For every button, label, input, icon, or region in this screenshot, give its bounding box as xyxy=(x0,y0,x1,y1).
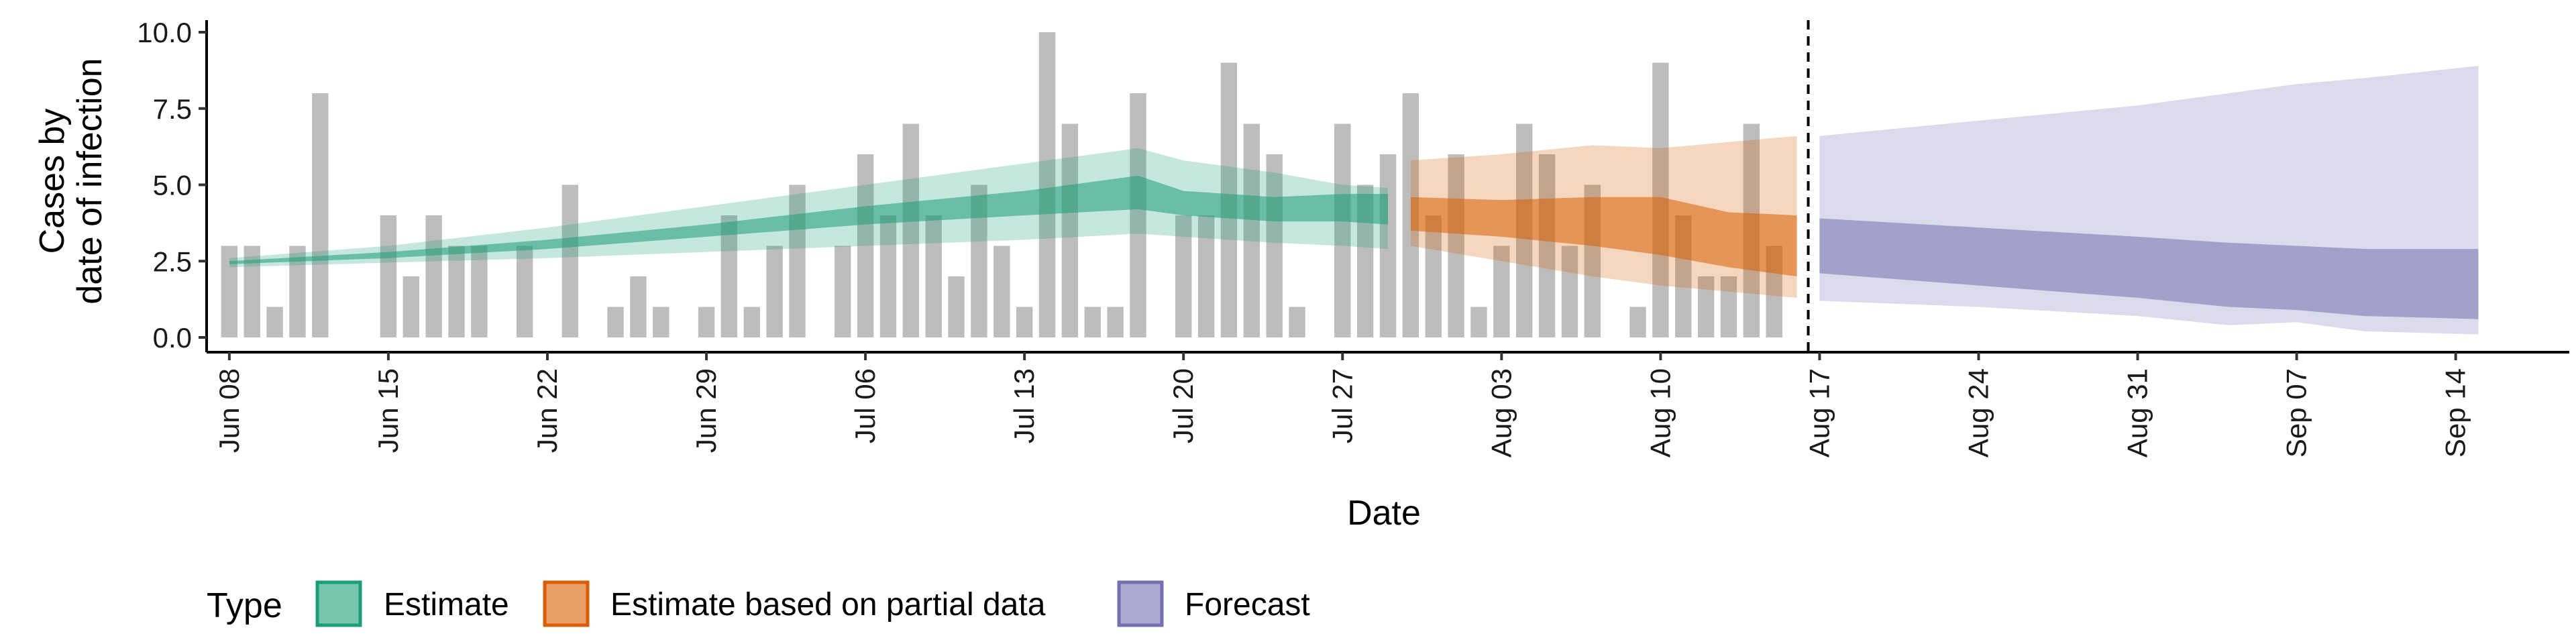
x-axis-ticks: Jun 08 Jun 15 Jun 22 Jun 29 Jul 06 Jul 13 Jul … xyxy=(213,352,2471,458)
x-tick-label: Jul 13 xyxy=(1008,368,1040,443)
x-tick-label: Jun 15 xyxy=(372,368,404,453)
y-axis-title-line-1: Cases by xyxy=(33,109,72,254)
case-bar xyxy=(266,307,283,337)
case-bar xyxy=(948,276,965,337)
x-tick-label: Sep 14 xyxy=(2440,368,2471,458)
case-bar xyxy=(1425,215,1442,337)
x-tick-label: Jul 20 xyxy=(1167,368,1199,443)
x-tick-label: Aug 10 xyxy=(1644,368,1676,458)
case-bar xyxy=(789,184,806,337)
y-axis-title: Cases by date of infection xyxy=(33,58,109,304)
case-bar xyxy=(561,184,579,337)
case-bar xyxy=(1016,307,1033,337)
legend-key-estimate xyxy=(315,580,362,627)
case-bar xyxy=(1084,307,1101,337)
case-bar xyxy=(1334,123,1351,337)
estimate-band-90 xyxy=(229,148,1388,268)
case-bar xyxy=(630,276,647,337)
case-bar xyxy=(653,307,669,337)
legend: Type Estimate Estimate based on partial … xyxy=(207,580,1310,627)
case-bar xyxy=(925,215,942,337)
case-bar xyxy=(448,246,465,337)
x-tick-label: Jul 06 xyxy=(849,368,881,443)
case-bar xyxy=(516,246,533,337)
y-tick-label: 5.0 xyxy=(153,170,192,201)
case-bar xyxy=(1470,307,1487,337)
case-bar xyxy=(1448,154,1464,337)
case-bar xyxy=(1038,32,1056,337)
x-tick-label: Jun 08 xyxy=(213,368,245,453)
case-bar xyxy=(1629,307,1646,337)
case-bar xyxy=(1107,307,1124,337)
case-bar xyxy=(471,246,488,337)
case-bar xyxy=(1197,215,1215,337)
y-axis-ticks: 0.0 2.5 5.0 7.5 10.0 xyxy=(137,17,207,354)
case-bar xyxy=(402,276,419,337)
x-tick-label: Jun 22 xyxy=(531,368,563,453)
partial-band-50 xyxy=(1410,197,1797,276)
legend-label-estimate: Estimate xyxy=(384,587,509,623)
x-tick-label: Sep 07 xyxy=(2281,368,2312,458)
case-bar xyxy=(1130,93,1146,337)
case-bar xyxy=(879,215,897,337)
x-tick-label: Aug 03 xyxy=(1485,368,1517,458)
case-bar xyxy=(1697,276,1715,337)
case-bar xyxy=(1379,154,1397,337)
legend-key-partial xyxy=(543,580,590,627)
x-tick-label: Jun 29 xyxy=(690,368,722,453)
y-tick-label: 10.0 xyxy=(137,17,192,48)
y-tick-label: 0.0 xyxy=(153,322,192,354)
case-bar xyxy=(1720,276,1737,337)
y-tick-label: 7.5 xyxy=(153,93,192,125)
case-bar xyxy=(698,307,715,337)
forecast-band-50 xyxy=(1819,218,2479,319)
case-bar xyxy=(835,246,851,337)
case-bar xyxy=(1061,123,1079,337)
case-bar xyxy=(312,93,329,337)
x-tick-label: Aug 31 xyxy=(2122,368,2153,458)
x-axis-title: Date xyxy=(1347,494,1421,533)
estimate-band-50 xyxy=(229,175,1388,264)
case-bar xyxy=(720,215,738,337)
case-bar xyxy=(607,307,624,337)
case-bar xyxy=(857,154,874,337)
axes: 0.0 2.5 5.0 7.5 10.0 Jun 08 Jun 15 Jun 22 Jun 2… xyxy=(137,17,2569,458)
x-tick-label: Aug 24 xyxy=(1963,368,1994,458)
case-bar xyxy=(994,246,1010,337)
legend-label-forecast: Forecast xyxy=(1185,587,1310,623)
case-bar xyxy=(902,123,920,337)
case-bar xyxy=(1493,246,1510,337)
y-axis-title-line-2: date of infection xyxy=(70,58,109,304)
y-tick-label: 2.5 xyxy=(153,246,192,277)
case-bar xyxy=(743,307,760,337)
case-bar xyxy=(425,215,442,337)
legend-title: Type xyxy=(207,586,282,625)
x-tick-label: Jul 27 xyxy=(1326,368,1358,443)
case-bar xyxy=(1175,215,1192,337)
case-bar xyxy=(1538,154,1556,337)
legend-key-forecast xyxy=(1117,580,1164,627)
case-bar xyxy=(1243,123,1260,337)
case-bar xyxy=(766,246,783,337)
estimate-bands xyxy=(229,66,2479,335)
case-bar xyxy=(1561,246,1578,337)
case-bar xyxy=(1289,307,1305,337)
x-tick-label: Aug 17 xyxy=(1803,368,1835,458)
legend-label-partial: Estimate based on partial data xyxy=(610,587,1046,623)
case-bar xyxy=(380,215,397,337)
case-bar xyxy=(1266,154,1283,337)
